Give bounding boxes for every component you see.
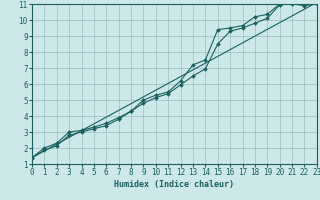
X-axis label: Humidex (Indice chaleur): Humidex (Indice chaleur)	[115, 180, 234, 189]
